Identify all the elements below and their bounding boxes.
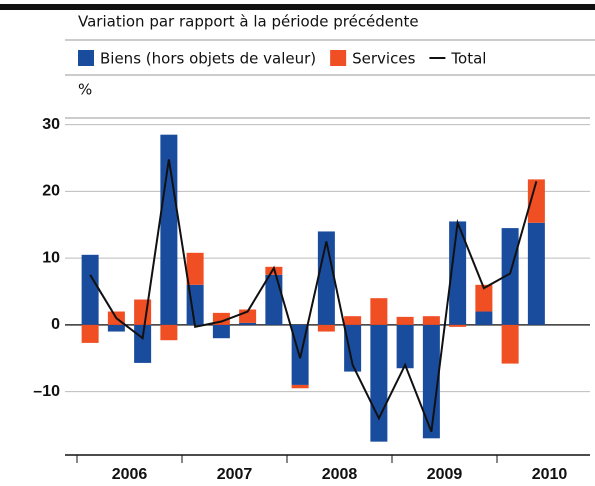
bar-segment [81,254,99,325]
y-tick-label: 30 [42,116,60,133]
legend-label: Biens (hors objets de valeur) [100,50,316,68]
bar-segment [370,298,388,325]
bar-segment [422,324,440,439]
bar-segment [107,324,125,332]
bar-segment [527,222,545,325]
bar-segment [370,324,388,442]
bar-segment [265,274,283,325]
year-label: 2008 [322,466,358,483]
bar-segment [212,324,230,339]
legend-swatch [78,50,94,66]
year-label: 2010 [532,466,568,483]
year-label: 2009 [427,466,463,483]
bar-segment [449,221,467,325]
year-label: 2006 [112,466,148,483]
bar-segment [239,322,257,325]
bar-segment [527,179,545,223]
bar-segment [344,324,362,372]
bar-segment [160,324,178,341]
bar-segment [81,324,99,343]
unit-label: % [78,81,92,99]
top-rule [0,4,595,10]
bar-segment [396,324,414,369]
legend-swatch [330,50,347,66]
bar-segment [291,384,309,389]
bar-segment [422,316,440,325]
bar-segment [344,316,362,325]
y-tick-label: 10 [42,249,60,266]
bar-segment [186,252,204,285]
total-line [89,159,538,433]
year-label: 2007 [217,466,253,483]
legend-label: Services [352,50,415,68]
bar-segment [501,324,519,364]
bar-segment [449,324,467,327]
legend-label: Total [450,50,486,68]
bar-segment [396,316,414,325]
bar-segment [317,324,335,332]
bar-segment [134,324,152,363]
bar-segment [317,231,335,325]
bar-segment [501,228,519,325]
y-tick-label: 20 [42,183,60,200]
y-tick-label: 0 [51,316,60,333]
y-tick-label: –10 [33,383,60,400]
bar-segment [475,311,493,325]
legend: Biens (hors objets de valeur) Services Tot… [78,50,486,68]
chart-subtitle: Variation par rapport à la période précé… [78,13,419,31]
bar-segment [475,284,493,312]
